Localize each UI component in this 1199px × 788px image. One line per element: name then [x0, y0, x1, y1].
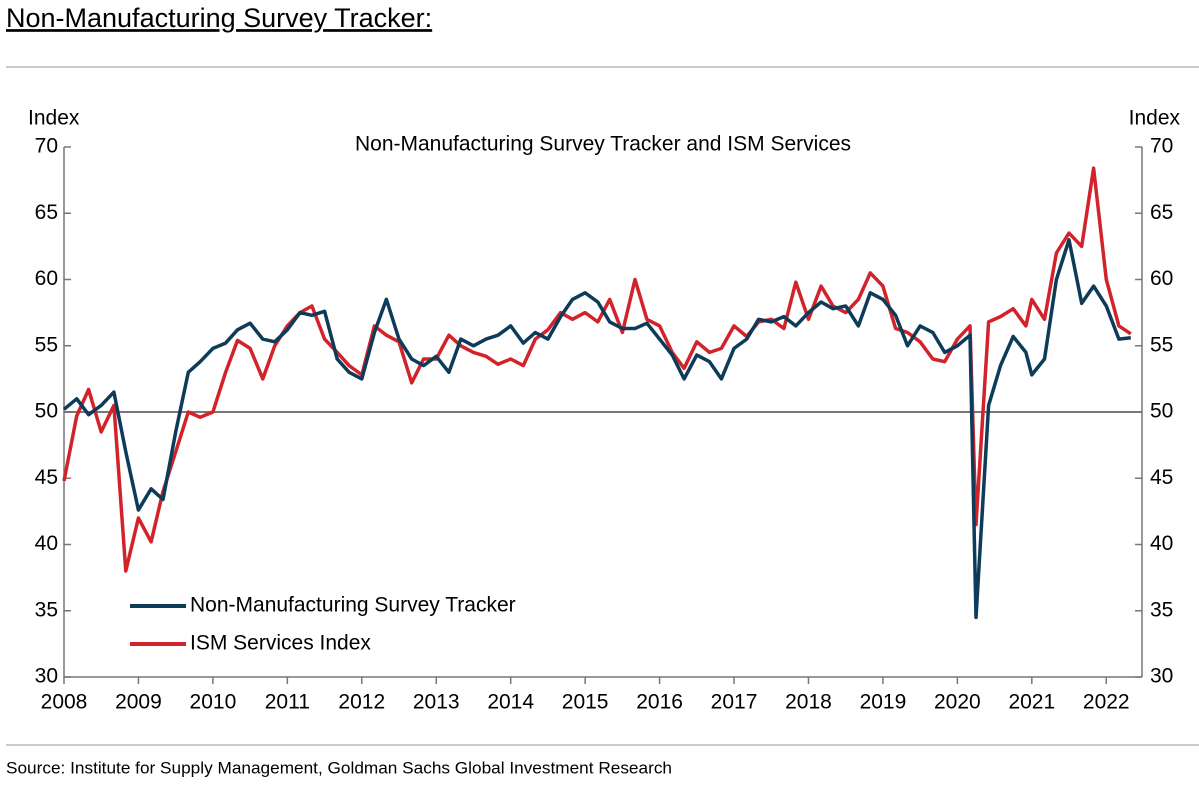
y2-axis-label: Index [1129, 107, 1181, 130]
chart-title: Non-Manufacturing Survey Tracker and ISM… [355, 133, 851, 156]
x-tick-label: 2021 [1008, 691, 1055, 714]
y2-tick-label: 35 [1150, 598, 1173, 621]
x-tick-label: 2012 [338, 691, 385, 714]
y2-tick-label: 70 [1150, 135, 1173, 158]
x-tick-label: 2011 [265, 691, 310, 714]
y-tick-label: 70 [35, 135, 58, 158]
x-tick-label: 2008 [41, 691, 88, 714]
y2-tick-label: 65 [1150, 201, 1173, 224]
y2-tick-label: 40 [1150, 532, 1173, 555]
x-tick-label: 2017 [711, 691, 758, 714]
x-tick-label: 2013 [413, 691, 460, 714]
y2-tick-label: 60 [1150, 267, 1173, 290]
x-tick-label: 2022 [1083, 691, 1130, 714]
y-tick-label: 50 [35, 400, 58, 423]
legend-label: Non-Manufacturing Survey Tracker [190, 594, 516, 617]
y-tick-label: 55 [35, 333, 58, 356]
x-tick-label: 2010 [190, 691, 237, 714]
x-tick-label: 2014 [487, 691, 534, 714]
x-tick-label: 2018 [785, 691, 832, 714]
x-tick-label: 2009 [115, 691, 162, 714]
y-tick-label: 30 [35, 665, 58, 688]
legend-label: ISM Services Index [190, 632, 371, 655]
y-tick-label: 35 [35, 598, 58, 621]
y-tick-label: 60 [35, 267, 58, 290]
y-tick-label: 65 [35, 201, 58, 224]
y-axis-label: Index [28, 107, 80, 130]
page-title: Non-Manufacturing Survey Tracker: [6, 3, 432, 33]
y2-tick-label: 55 [1150, 333, 1173, 356]
x-tick-label: 2016 [636, 691, 683, 714]
x-tick-label: 2020 [934, 691, 981, 714]
y-tick-label: 40 [35, 532, 58, 555]
x-tick-label: 2015 [562, 691, 609, 714]
series-line [62, 238, 1131, 620]
source-note: Source: Institute for Supply Management,… [6, 758, 672, 777]
x-tick-label: 2019 [860, 691, 907, 714]
y2-tick-label: 45 [1150, 466, 1173, 489]
y2-tick-label: 50 [1150, 400, 1173, 423]
y-tick-label: 45 [35, 466, 58, 489]
y2-tick-label: 30 [1150, 665, 1173, 688]
